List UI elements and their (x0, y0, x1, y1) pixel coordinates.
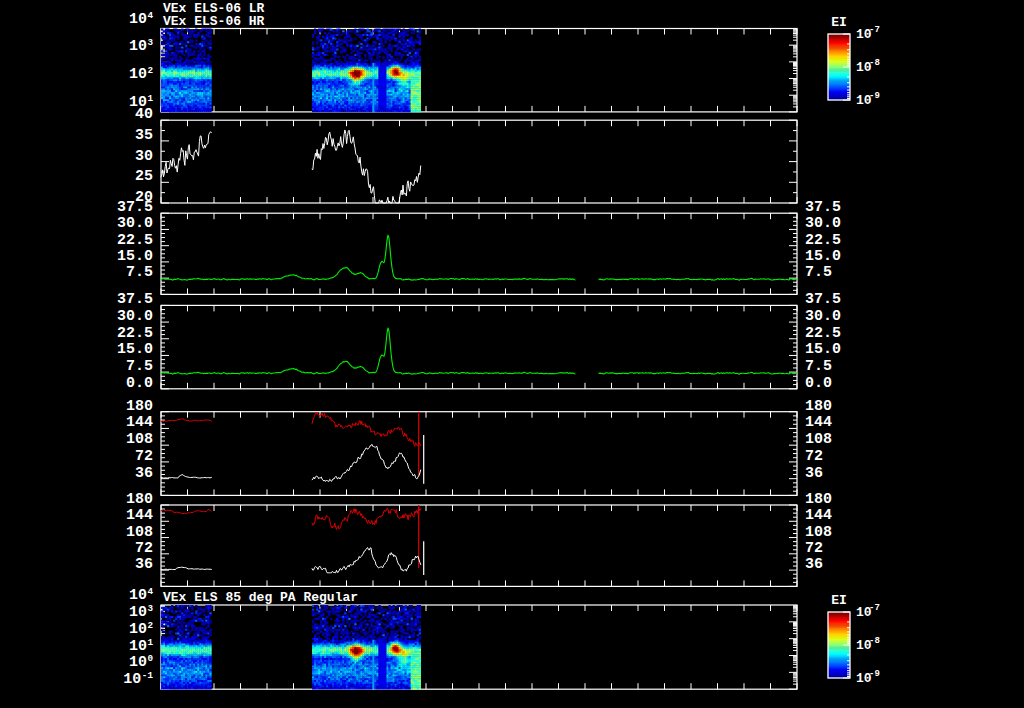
svg-text:-9: -9 (869, 91, 880, 101)
svg-text:22.5: 22.5 (117, 232, 153, 249)
svg-text:22.5: 22.5 (805, 232, 841, 249)
svg-text:15.0: 15.0 (117, 248, 153, 265)
svg-text:30.0: 30.0 (117, 215, 153, 232)
svg-text:180: 180 (805, 398, 832, 415)
svg-text:108: 108 (126, 431, 153, 448)
svg-text:30.0: 30.0 (805, 308, 841, 325)
svg-text:36: 36 (805, 556, 823, 573)
svg-text:7.5: 7.5 (805, 358, 832, 375)
svg-text:180: 180 (805, 491, 832, 508)
svg-text:108: 108 (805, 524, 832, 541)
svg-text:30: 30 (135, 148, 153, 165)
svg-text:-8: -8 (869, 58, 880, 68)
svg-text:72: 72 (805, 540, 823, 557)
svg-text:35: 35 (135, 127, 153, 144)
svg-text:30.0: 30.0 (117, 308, 153, 325)
svg-text:-7: -7 (869, 603, 880, 613)
svg-text:7.5: 7.5 (126, 264, 153, 281)
svg-text:108: 108 (126, 524, 153, 541)
svg-text:25: 25 (135, 168, 153, 185)
svg-text:15.0: 15.0 (117, 341, 153, 358)
svg-text:180: 180 (126, 491, 153, 508)
svg-text:36: 36 (805, 465, 823, 482)
svg-text:0.0: 0.0 (126, 375, 153, 392)
svg-text:EI: EI (831, 593, 847, 608)
svg-text:-8: -8 (869, 636, 880, 646)
svg-text:EI: EI (831, 15, 847, 30)
svg-text:-9: -9 (869, 669, 880, 679)
svg-text:VEx ELS-06 HR: VEx ELS-06 HR (163, 14, 265, 29)
svg-text:144: 144 (805, 507, 832, 524)
svg-text:15.0: 15.0 (805, 341, 841, 358)
svg-text:22.5: 22.5 (805, 325, 841, 342)
svg-text:-7: -7 (869, 25, 880, 35)
svg-text:72: 72 (135, 540, 153, 557)
svg-text:180: 180 (126, 398, 153, 415)
svg-text:37.5: 37.5 (117, 291, 153, 308)
svg-text:37.5: 37.5 (805, 199, 841, 216)
svg-text:36: 36 (135, 465, 153, 482)
svg-text:VEx ELS 85 deg PA Regular: VEx ELS 85 deg PA Regular (163, 590, 358, 605)
svg-text:72: 72 (135, 448, 153, 465)
svg-text:40: 40 (135, 106, 153, 123)
svg-text:30.0: 30.0 (805, 215, 841, 232)
svg-text:144: 144 (126, 414, 153, 431)
svg-text:7.5: 7.5 (805, 264, 832, 281)
svg-text:144: 144 (126, 507, 153, 524)
svg-text:144: 144 (805, 414, 832, 431)
svg-text:7.5: 7.5 (126, 358, 153, 375)
svg-text:36: 36 (135, 556, 153, 573)
svg-text:0.0: 0.0 (805, 375, 832, 392)
svg-text:22.5: 22.5 (117, 325, 153, 342)
svg-text:72: 72 (805, 448, 823, 465)
svg-text:37.5: 37.5 (117, 199, 153, 216)
svg-text:15.0: 15.0 (805, 248, 841, 265)
svg-text:37.5: 37.5 (805, 291, 841, 308)
svg-text:108: 108 (805, 431, 832, 448)
